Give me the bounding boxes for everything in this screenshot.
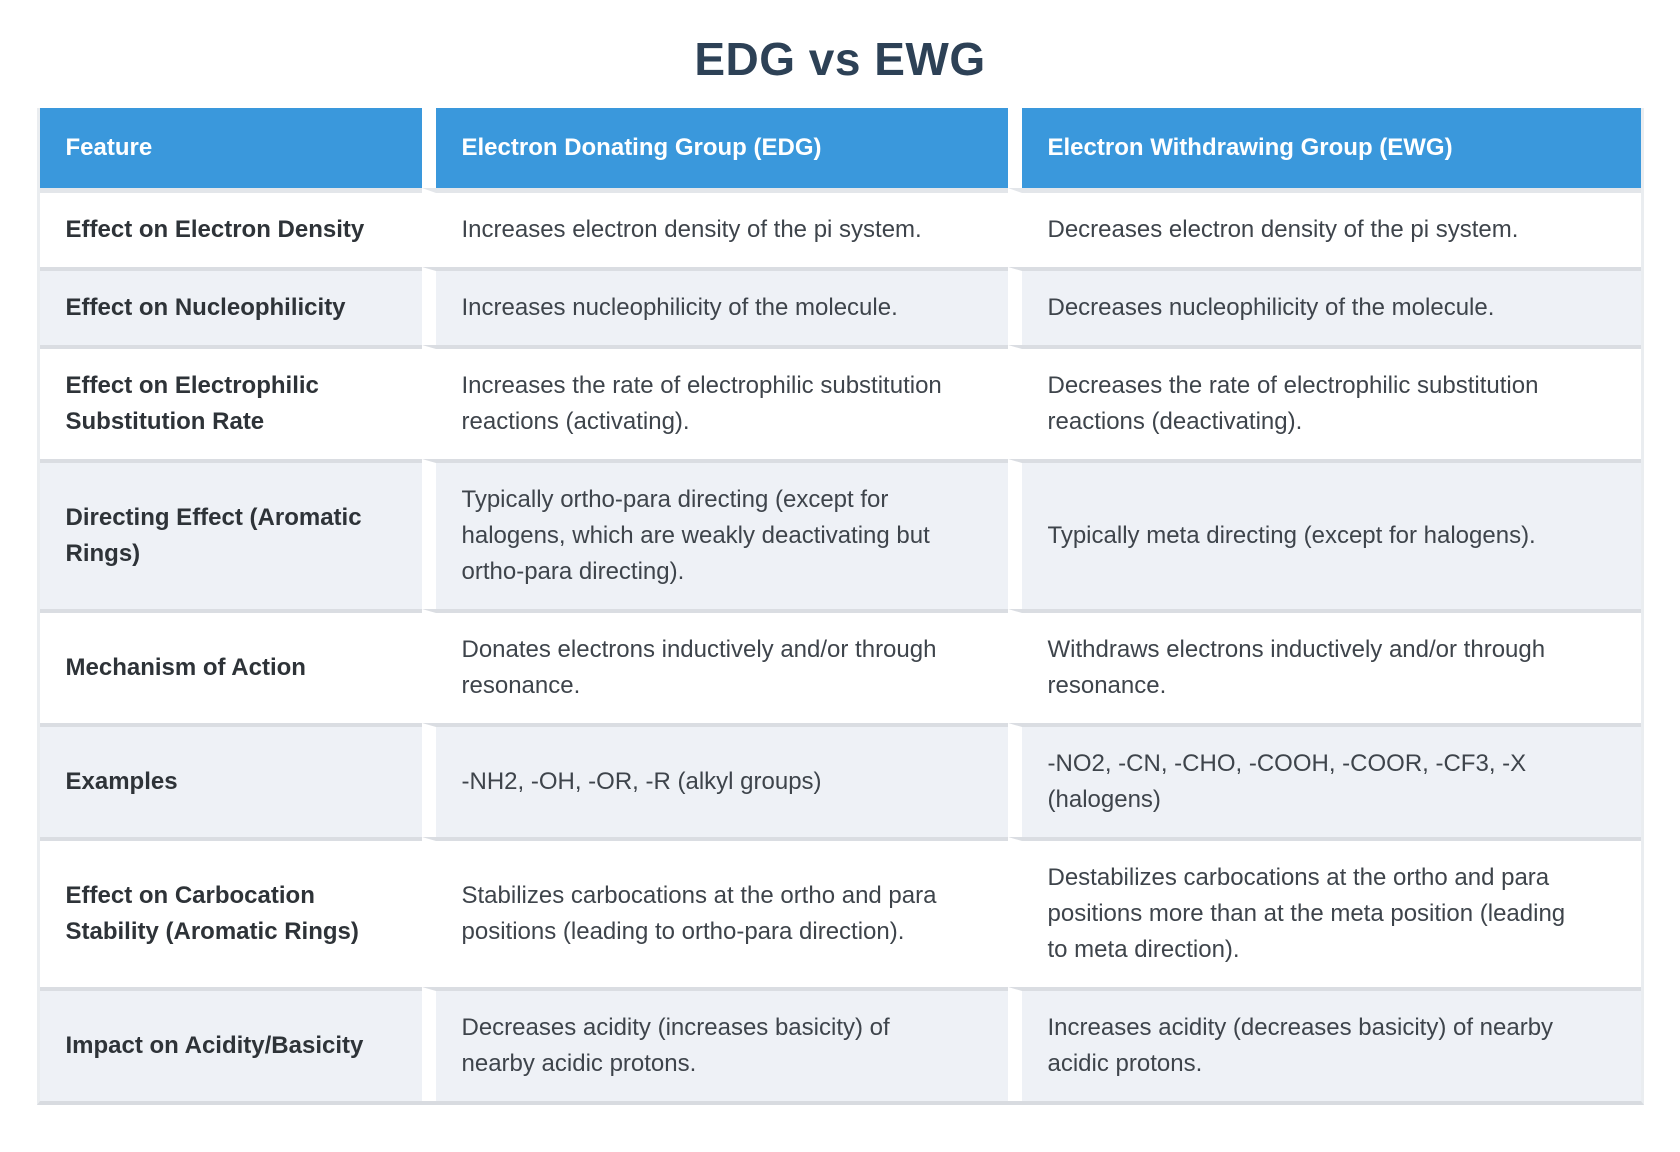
- feature-cell: Mechanism of Action: [39, 608, 422, 723]
- table-row: Examples -NH2, -OH, -OR, -R (alkyl group…: [39, 722, 1641, 837]
- ewg-cell: Decreases the rate of electrophilic subs…: [1007, 344, 1641, 459]
- page-title: EDG vs EWG: [694, 33, 986, 85]
- edg-cell: Donates electrons inductively and/or thr…: [421, 608, 1008, 723]
- header-cell-edg: Electron Donating Group (EDG): [421, 107, 1008, 188]
- feature-cell: Examples: [39, 722, 422, 837]
- table-row: Directing Effect (Aromatic Rings) Typica…: [39, 458, 1641, 609]
- feature-cell: Effect on Carbocation Stability (Aromati…: [39, 836, 422, 987]
- ewg-cell: Withdraws electrons inductively and/or t…: [1007, 608, 1641, 723]
- ewg-cell: -NO2, -CN, -CHO, -COOH, -COOR, -CF3, -X …: [1007, 722, 1641, 837]
- header-cell-ewg: Electron Withdrawing Group (EWG): [1007, 107, 1641, 188]
- edg-cell: Increases the rate of electrophilic subs…: [421, 344, 1008, 459]
- table-row: Effect on Electrophilic Substitution Rat…: [39, 344, 1641, 459]
- edg-cell: Typically ortho-para directing (except f…: [421, 458, 1008, 609]
- table-row: Effect on Electron Density Increases ele…: [39, 187, 1641, 267]
- edg-cell: Decreases acidity (increases basicity) o…: [421, 986, 1008, 1101]
- feature-cell: Effect on Electrophilic Substitution Rat…: [39, 344, 422, 459]
- page: EDG vs EWG Feature Electron Donating Gro…: [36, 33, 1644, 1105]
- ewg-cell: Decreases electron density of the pi sys…: [1007, 187, 1641, 267]
- feature-cell: Directing Effect (Aromatic Rings): [39, 458, 422, 609]
- edg-cell: Stabilizes carbocations at the ortho and…: [421, 836, 1008, 987]
- table-row: Effect on Nucleophilicity Increases nucl…: [39, 266, 1641, 345]
- ewg-cell: Typically meta directing (except for hal…: [1007, 458, 1641, 609]
- table-header-row: Feature Electron Donating Group (EDG) El…: [39, 107, 1641, 188]
- edg-cell: -NH2, -OH, -OR, -R (alkyl groups): [421, 722, 1008, 837]
- edg-cell: Increases electron density of the pi sys…: [421, 187, 1008, 267]
- ewg-cell: Destabilizes carbocations at the ortho a…: [1007, 836, 1641, 987]
- table-row: Effect on Carbocation Stability (Aromati…: [39, 836, 1641, 987]
- edg-cell: Increases nucleophilicity of the molecul…: [421, 266, 1008, 345]
- comparison-table: Feature Electron Donating Group (EDG) El…: [36, 107, 1644, 1105]
- feature-cell: Effect on Electron Density: [39, 187, 422, 267]
- table-row: Impact on Acidity/Basicity Decreases aci…: [39, 986, 1641, 1101]
- ewg-cell: Increases acidity (decreases basicity) o…: [1007, 986, 1641, 1101]
- feature-cell: Effect on Nucleophilicity: [39, 266, 422, 345]
- header-cell-feature: Feature: [39, 107, 422, 188]
- feature-cell: Impact on Acidity/Basicity: [39, 986, 422, 1101]
- ewg-cell: Decreases nucleophilicity of the molecul…: [1007, 266, 1641, 345]
- table-body: Effect on Electron Density Increases ele…: [39, 187, 1641, 1101]
- table-row: Mechanism of Action Donates electrons in…: [39, 608, 1641, 723]
